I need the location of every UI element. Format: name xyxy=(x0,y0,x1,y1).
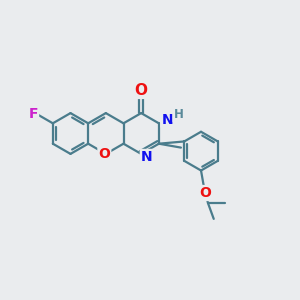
Text: O: O xyxy=(199,186,211,200)
Text: H: H xyxy=(173,108,183,122)
Text: O: O xyxy=(98,148,110,161)
Text: N: N xyxy=(161,113,173,127)
Text: O: O xyxy=(135,83,148,98)
Text: F: F xyxy=(28,107,38,121)
Text: N: N xyxy=(141,150,152,164)
